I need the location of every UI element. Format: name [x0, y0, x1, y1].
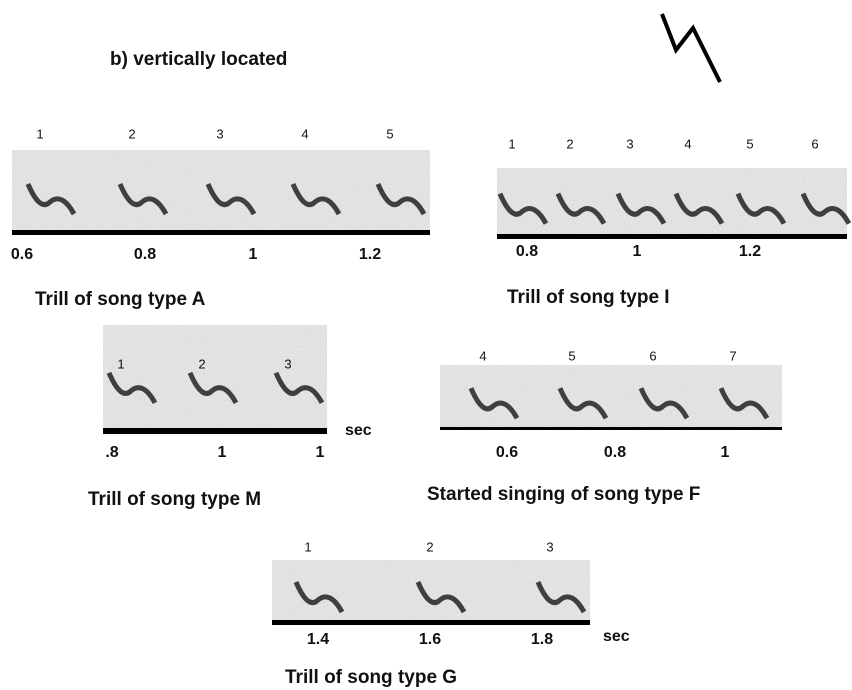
time-tick-label: 1	[721, 444, 730, 461]
time-bar	[440, 427, 782, 430]
time-tick-label: .8	[105, 444, 118, 461]
spectrogram-noise	[497, 168, 847, 234]
time-tick-label: 0.8	[516, 243, 538, 260]
panel-caption: Trill of song type I	[507, 287, 670, 308]
time-tick-label: 1	[633, 243, 642, 260]
syllable-number: 1	[304, 539, 311, 554]
figure-title: b) vertically located	[110, 49, 287, 70]
panel-caption: Trill of song type G	[285, 667, 457, 688]
syllable-number: 5	[746, 136, 753, 151]
spectrogram-noise	[440, 365, 782, 427]
syllable-number: 4	[301, 126, 308, 141]
syllable-number: 6	[649, 348, 656, 363]
time-tick-label: 0.8	[604, 444, 626, 461]
time-bar	[12, 230, 430, 235]
time-unit: sec	[345, 422, 372, 439]
time-bar	[103, 428, 327, 434]
time-tick-label: 1	[249, 246, 258, 263]
mark-squiggle	[662, 14, 720, 82]
time-tick-label: 1.2	[739, 243, 761, 260]
syllable-number: 5	[386, 126, 393, 141]
time-tick-label: 0.8	[134, 246, 156, 263]
syllable-number: 2	[426, 539, 433, 554]
time-tick-label: 0.6	[11, 246, 33, 263]
time-tick-label: 1	[218, 444, 227, 461]
time-tick-label: 1	[316, 444, 325, 461]
panel-caption: Trill of song type M	[88, 489, 261, 510]
syllable-number: 3	[284, 356, 291, 371]
panel-caption: Trill of song type A	[35, 289, 206, 310]
panel-caption: Started singing of song type F	[427, 484, 700, 505]
page: b) vertically located 1 2 3 4 5 0.6 0.8 1 1.2 Tri…	[0, 0, 852, 690]
time-tick-label: 1.6	[419, 631, 441, 648]
time-tick-label: 1.2	[359, 246, 381, 263]
spectrogram-noise	[103, 325, 327, 428]
syllable-number: 6	[811, 136, 818, 151]
syllable-number: 1	[36, 126, 43, 141]
time-bar	[272, 620, 590, 625]
syllable-number: 3	[626, 136, 633, 151]
syllable-number: 4	[684, 136, 691, 151]
syllable-number: 4	[479, 348, 486, 363]
syllable-number: 1	[508, 136, 515, 151]
time-unit: sec	[603, 628, 630, 645]
time-tick-label: 1.4	[307, 631, 329, 648]
time-tick-label: 0.6	[496, 444, 518, 461]
syllable-number: 3	[546, 539, 553, 554]
syllable-number: 2	[566, 136, 573, 151]
time-bar	[497, 234, 847, 239]
syllable-number: 3	[216, 126, 223, 141]
spectrogram-noise	[12, 150, 430, 230]
syllable-number: 7	[729, 348, 736, 363]
syllable-number: 2	[198, 356, 205, 371]
figure: b) vertically located 1 2 3 4 5 0.6 0.8 1 1.2 Tri…	[0, 0, 852, 690]
time-tick-label: 1.8	[531, 631, 553, 648]
syllable-number: 2	[128, 126, 135, 141]
syllable-number: 5	[568, 348, 575, 363]
syllable-number: 1	[117, 356, 124, 371]
